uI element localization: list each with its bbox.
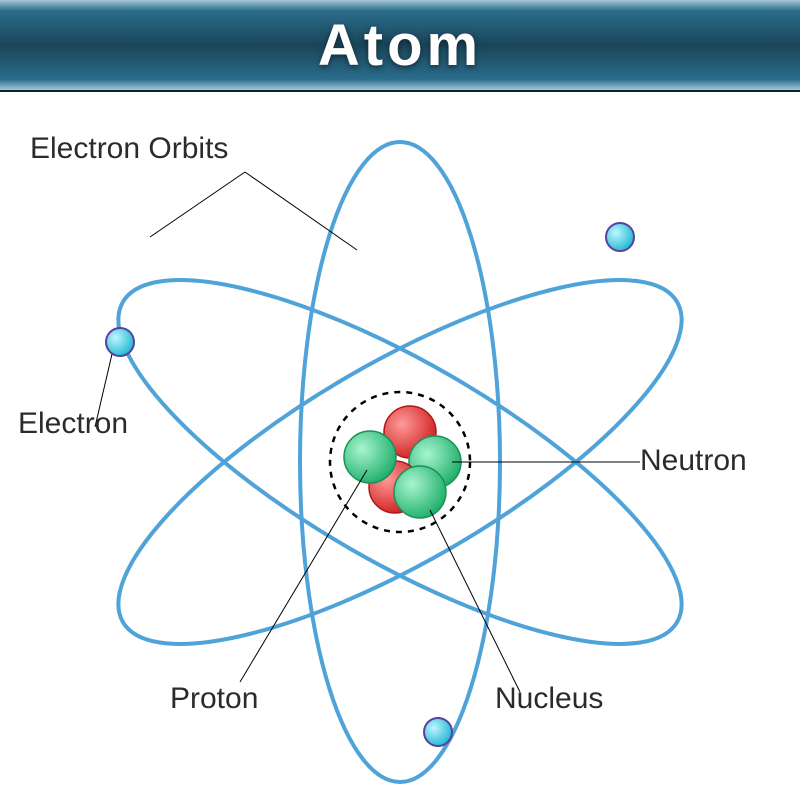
- proton-particle: [394, 466, 446, 518]
- atom-diagram: Electron Orbits Electron Proton Nucleus …: [0, 92, 800, 800]
- label-electron: Electron: [18, 407, 128, 441]
- label-electron-orbits: Electron Orbits: [30, 132, 228, 166]
- leader-proton: [240, 470, 367, 682]
- electron-particle: [606, 223, 634, 251]
- proton-particle: [344, 431, 396, 483]
- leader-electron-orbits: [150, 172, 245, 237]
- label-nucleus: Nucleus: [495, 682, 603, 716]
- leader-nucleus: [430, 510, 520, 692]
- label-neutron: Neutron: [640, 444, 747, 478]
- page-title: Atom: [318, 12, 482, 79]
- electron-particle: [106, 328, 134, 356]
- title-bar: Atom: [0, 0, 800, 92]
- label-proton: Proton: [170, 682, 258, 716]
- electron-particle: [424, 718, 452, 746]
- leader-electron-orbits: [245, 172, 357, 250]
- nucleus-group: [344, 406, 461, 518]
